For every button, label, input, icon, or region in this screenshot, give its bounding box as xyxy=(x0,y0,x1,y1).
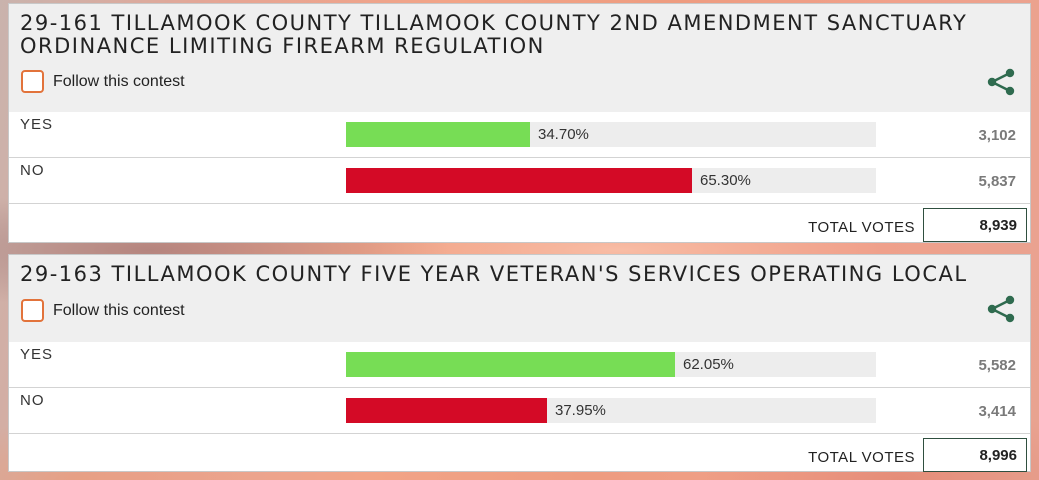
result-bar-track: 34.70% xyxy=(346,122,876,147)
vote-count: 5,582 xyxy=(978,357,1016,374)
percent-label: 62.05% xyxy=(683,356,734,373)
percent-label: 34.70% xyxy=(538,126,589,143)
vote-count: 3,414 xyxy=(978,403,1016,420)
contest-header: 29-161 TILLAMOOK COUNTY TILLAMOOK COUNTY… xyxy=(9,4,1030,112)
choice-label: NO xyxy=(20,392,45,409)
follow-contest-toggle[interactable]: Follow this contest xyxy=(21,299,185,322)
total-votes-row: TOTAL VOTES 8,996 xyxy=(9,434,1030,478)
choice-label: YES xyxy=(20,346,54,363)
result-bar-fill xyxy=(346,398,547,423)
contest-header: 29-163 TILLAMOOK COUNTY FIVE YEAR VETERA… xyxy=(9,255,1030,342)
follow-contest-label: Follow this contest xyxy=(53,301,185,319)
total-votes-value: 8,996 xyxy=(923,438,1027,472)
total-votes-label: TOTAL VOTES xyxy=(808,219,915,236)
follow-contest-label: Follow this contest xyxy=(53,72,185,90)
result-bar-fill xyxy=(346,122,530,147)
follow-contest-toggle[interactable]: Follow this contest xyxy=(21,70,185,93)
contest-card: 29-161 TILLAMOOK COUNTY TILLAMOOK COUNTY… xyxy=(8,3,1031,243)
result-bar-track: 37.95% xyxy=(346,398,876,423)
result-bar-fill xyxy=(346,352,675,377)
contest-title: 29-161 TILLAMOOK COUNTY TILLAMOOK COUNTY… xyxy=(20,11,968,58)
result-bar-fill xyxy=(346,168,692,193)
choice-row: NO 37.95% 3,414 xyxy=(9,388,1030,434)
share-icon[interactable] xyxy=(986,68,1016,96)
percent-label: 37.95% xyxy=(555,402,606,419)
choice-label: YES xyxy=(20,116,54,133)
percent-label: 65.30% xyxy=(700,172,751,189)
choice-row: YES 62.05% 5,582 xyxy=(9,342,1030,388)
total-votes-row: TOTAL VOTES 8,939 xyxy=(9,204,1030,248)
total-votes-value: 8,939 xyxy=(923,208,1027,242)
choice-label: NO xyxy=(20,162,45,179)
vote-count: 3,102 xyxy=(978,127,1016,144)
total-votes-label: TOTAL VOTES xyxy=(808,449,915,466)
contest-title: 29-163 TILLAMOOK COUNTY FIVE YEAR VETERA… xyxy=(20,262,968,286)
share-icon[interactable] xyxy=(986,295,1016,323)
result-bar-track: 65.30% xyxy=(346,168,876,193)
contest-card: 29-163 TILLAMOOK COUNTY FIVE YEAR VETERA… xyxy=(8,254,1031,472)
checkbox-icon[interactable] xyxy=(21,70,44,93)
choice-row: YES 34.70% 3,102 xyxy=(9,112,1030,158)
vote-count: 5,837 xyxy=(978,173,1016,190)
result-bar-track: 62.05% xyxy=(346,352,876,377)
checkbox-icon[interactable] xyxy=(21,299,44,322)
choice-row: NO 65.30% 5,837 xyxy=(9,158,1030,204)
